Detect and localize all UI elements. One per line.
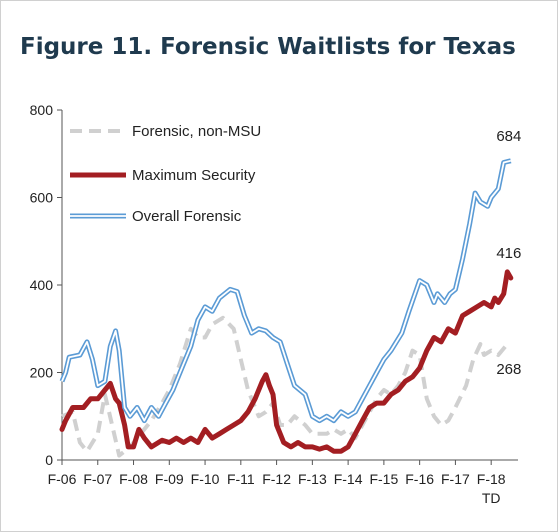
x-tick-label: F-18 bbox=[477, 471, 506, 487]
x-tick-label: F-07 bbox=[83, 471, 112, 487]
x-tick-label: F-17 bbox=[441, 471, 470, 487]
series-line-forensic-non-msu bbox=[61, 315, 512, 458]
x-tick-label: F-11 bbox=[227, 471, 255, 487]
y-tick-label: 400 bbox=[30, 277, 54, 293]
y-tick-label: 0 bbox=[45, 452, 53, 468]
end-value-label: 268 bbox=[496, 361, 521, 378]
x-tick-label: F-14 bbox=[334, 471, 363, 487]
y-tick-label: 200 bbox=[30, 365, 54, 381]
series-line-maximum-security bbox=[59, 269, 514, 454]
x-tick-label: F-12 bbox=[262, 471, 291, 487]
x-tick-label: F-06 bbox=[48, 471, 77, 487]
x-tick-label: F-10 bbox=[191, 471, 220, 487]
series-line-overall-forensic-outer bbox=[59, 158, 512, 424]
legend-label: Maximum Security bbox=[132, 167, 256, 184]
chart-title: Figure 11. Forensic Waitlists for Texas bbox=[20, 34, 516, 60]
end-value-label: 416 bbox=[496, 245, 521, 262]
legend-label: Overall Forensic bbox=[132, 208, 242, 225]
x-tick-label: F-16 bbox=[405, 471, 434, 487]
series-line-overall-forensic-inner bbox=[61, 159, 512, 422]
legend-label: Forensic, non-MSU bbox=[132, 123, 261, 140]
x-tick-label: F-08 bbox=[119, 471, 148, 487]
x-tick-label: F-09 bbox=[155, 471, 184, 487]
y-tick-label: 800 bbox=[30, 102, 54, 118]
end-value-label: 684 bbox=[496, 128, 521, 145]
x-tick-sublabel: TD bbox=[482, 490, 501, 506]
x-tick-label: F-13 bbox=[298, 471, 327, 487]
x-tick-label: F-15 bbox=[369, 471, 398, 487]
y-tick-label: 600 bbox=[30, 190, 54, 206]
